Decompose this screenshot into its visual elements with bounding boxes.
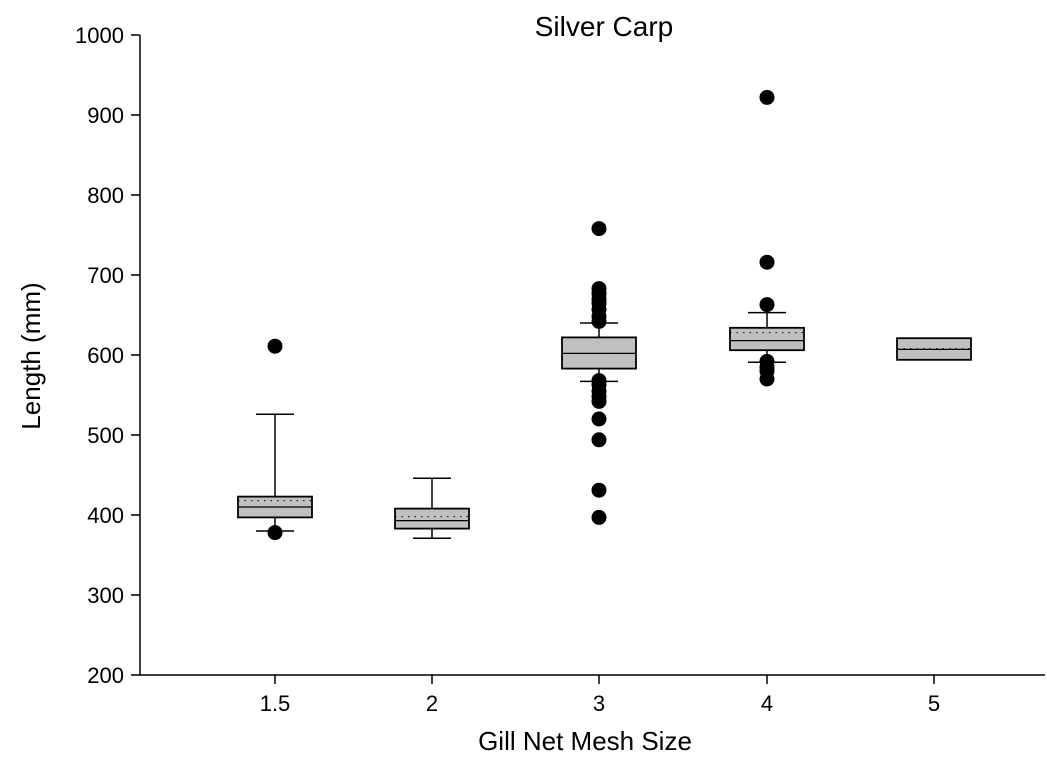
y-tick-label: 900	[87, 103, 124, 128]
box-3	[561, 221, 637, 525]
chart-title: Silver Carp	[535, 11, 673, 42]
box-4	[729, 89, 805, 387]
x-tick-label: 2	[426, 691, 438, 716]
y-axis-title: Length (mm)	[16, 282, 46, 429]
y-tick-label: 200	[87, 663, 124, 688]
outlier-point	[759, 371, 775, 387]
outlier-point	[591, 432, 607, 448]
y-tick-label: 400	[87, 503, 124, 528]
x-axis-ticks: 1.5 2 3 4 5	[260, 675, 940, 716]
y-tick-label: 700	[87, 263, 124, 288]
outlier-point	[267, 338, 283, 354]
iqr-box	[729, 326, 805, 352]
outlier-point	[759, 89, 775, 105]
outlier-point	[591, 482, 607, 498]
y-tick-label: 800	[87, 183, 124, 208]
outlier-point	[591, 509, 607, 525]
x-tick-label: 1.5	[260, 691, 291, 716]
y-tick-label: 600	[87, 343, 124, 368]
box-1.5	[237, 338, 313, 541]
y-axis-ticks: 200 300 400 500 600 700 800 900 1000	[75, 23, 140, 688]
x-tick-label: 3	[593, 691, 605, 716]
box-series	[237, 89, 972, 541]
outlier-point	[591, 221, 607, 237]
outlier-point	[759, 297, 775, 313]
y-tick-label: 300	[87, 583, 124, 608]
y-tick-label: 1000	[75, 23, 124, 48]
x-tick-label: 5	[928, 691, 940, 716]
x-tick-label: 4	[761, 691, 773, 716]
y-tick-label: 500	[87, 423, 124, 448]
outlier-point	[591, 411, 607, 427]
box-2	[394, 477, 470, 539]
outlier-point	[267, 525, 283, 541]
box-5	[896, 337, 972, 361]
outlier-point	[591, 313, 607, 329]
iqr-box	[394, 507, 470, 530]
x-axis-title: Gill Net Mesh Size	[478, 726, 692, 756]
outlier-point	[591, 393, 607, 409]
outlier-point	[759, 254, 775, 270]
